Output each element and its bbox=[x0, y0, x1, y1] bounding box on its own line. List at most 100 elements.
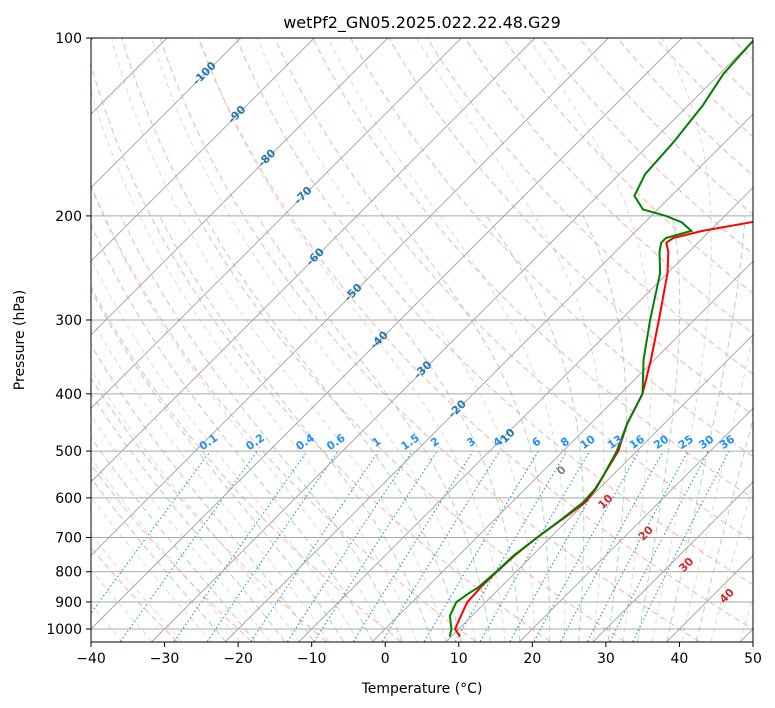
y-axis-ticks: 1000 900 800 700 600 500 400 300 200 100 bbox=[46, 31, 91, 638]
dry-adiabat-line bbox=[91, 63, 551, 642]
moist-adiabat-line bbox=[91, 288, 344, 642]
y-tick-label: 300 bbox=[55, 313, 82, 329]
theta-e-line bbox=[91, 496, 212, 642]
theta-e-line bbox=[651, 38, 712, 642]
x-tick-label: 40 bbox=[671, 651, 689, 667]
y-tick-label: 900 bbox=[55, 595, 82, 611]
mixing-ratio-line bbox=[250, 450, 380, 642]
mixing-ratio-line bbox=[286, 450, 413, 642]
dewpoint-line bbox=[448, 39, 753, 637]
x-axis-ticks: −40 −30 −20 −10 0 10 20 30 40 50 bbox=[76, 642, 762, 667]
moist-adiabat-line bbox=[91, 223, 374, 642]
moist-adiabat-line bbox=[666, 215, 746, 642]
moist-adiabat-line bbox=[204, 215, 462, 642]
dry-adiabats bbox=[91, 38, 753, 642]
theta-e-line bbox=[151, 38, 477, 642]
y-tick-label: 700 bbox=[55, 530, 82, 546]
moist-adiabat-line bbox=[256, 215, 491, 642]
moist-adiabat-line bbox=[582, 215, 627, 642]
isotherm-line bbox=[91, 38, 389, 336]
mixing-ratio-line bbox=[313, 450, 438, 642]
theta-e-line bbox=[91, 185, 388, 642]
moist-adiabat-line bbox=[159, 215, 432, 642]
y-tick-label: 800 bbox=[55, 565, 82, 581]
dry-adiabat-line bbox=[91, 463, 253, 642]
mixing-ratio-line bbox=[533, 450, 640, 642]
isotherm-line bbox=[445, 334, 753, 642]
dry-adiabat-line bbox=[197, 38, 753, 630]
moist-adiabat-line bbox=[91, 344, 315, 642]
pressure-gridlines bbox=[91, 38, 753, 630]
isotherms bbox=[91, 38, 753, 642]
mixing-ratio-line bbox=[609, 450, 709, 642]
x-tick-label: −20 bbox=[223, 651, 253, 667]
isotherm-line bbox=[151, 39, 753, 642]
isotherm-line bbox=[91, 38, 462, 410]
y-tick-label: 600 bbox=[55, 491, 82, 507]
x-axis-label: Temperature (°C) bbox=[361, 681, 483, 697]
x-tick-label: 50 bbox=[744, 651, 762, 667]
moist-adiabat-line bbox=[91, 392, 285, 642]
isotherm-line bbox=[519, 407, 753, 642]
isotherm-line bbox=[91, 38, 315, 262]
isotherm-line bbox=[91, 38, 536, 483]
theta-e-line bbox=[91, 457, 241, 642]
theta-e-lines bbox=[91, 38, 753, 642]
dry-adiabat-line bbox=[121, 38, 625, 642]
chart-title: wetPf2_GN05.2025.022.22.48.G29 bbox=[283, 13, 561, 33]
dry-adiabat-line bbox=[502, 38, 753, 295]
isotherm-line bbox=[593, 481, 753, 642]
theta-e-line bbox=[91, 533, 182, 642]
profile-series bbox=[448, 39, 753, 638]
x-tick-label: 30 bbox=[597, 651, 615, 667]
theta-e-line bbox=[256, 38, 535, 642]
isotherm-line bbox=[298, 186, 753, 642]
theta-e-line bbox=[91, 368, 300, 642]
theta-e-line bbox=[91, 569, 153, 642]
moist-adiabat-line bbox=[396, 215, 550, 642]
mixing-ratio-line bbox=[173, 450, 308, 642]
mixing-ratio-line bbox=[381, 450, 501, 642]
theta-e-line bbox=[528, 38, 653, 642]
moist-adiabat-line bbox=[91, 436, 256, 642]
x-tick-label: −40 bbox=[76, 651, 106, 667]
isotherm-line bbox=[372, 260, 753, 642]
x-tick-label: 0 bbox=[381, 651, 390, 667]
x-tick-label: −10 bbox=[297, 651, 327, 667]
dry-adiabat-line bbox=[235, 38, 753, 586]
mixing-ratio-line bbox=[632, 450, 730, 642]
theta-e-line bbox=[416, 38, 605, 642]
dry-adiabat-line bbox=[273, 38, 753, 542]
moist-adiabat-line bbox=[637, 215, 681, 642]
moist-adiabat-line bbox=[120, 215, 403, 642]
theta-e-line bbox=[111, 38, 447, 642]
dry-adiabat-line bbox=[312, 38, 753, 500]
theta-e-line bbox=[91, 414, 271, 642]
x-tick-label: 10 bbox=[450, 651, 468, 667]
isotherm-line bbox=[91, 38, 242, 189]
isotherm-line bbox=[91, 38, 609, 557]
y-tick-label: 1000 bbox=[46, 622, 82, 638]
mixing-ratio-line bbox=[91, 450, 211, 615]
moist-adiabat-line bbox=[320, 215, 521, 642]
mixing-ratio-line bbox=[560, 450, 664, 642]
theta-e-line bbox=[91, 89, 418, 642]
plot-frame bbox=[90, 37, 754, 643]
y-tick-label: 200 bbox=[55, 209, 82, 225]
isotherm-line bbox=[225, 113, 753, 642]
y-tick-label: 500 bbox=[55, 444, 82, 460]
mixing-ratio-line bbox=[206, 450, 339, 642]
dry-adiabat-line bbox=[91, 377, 327, 642]
theta-e-line bbox=[327, 38, 567, 642]
y-tick-label: 100 bbox=[55, 31, 82, 47]
x-tick-label: −30 bbox=[150, 651, 180, 667]
moist-adiabat-line bbox=[91, 476, 226, 642]
y-axis-label: Pressure (hPa) bbox=[12, 290, 28, 390]
x-tick-label: 20 bbox=[523, 651, 541, 667]
isotherm-line bbox=[91, 38, 683, 630]
theta-e-line bbox=[199, 38, 506, 642]
y-tick-label: 400 bbox=[55, 387, 82, 403]
dry-adiabat-line bbox=[159, 38, 700, 642]
theta-e-line bbox=[91, 257, 359, 642]
